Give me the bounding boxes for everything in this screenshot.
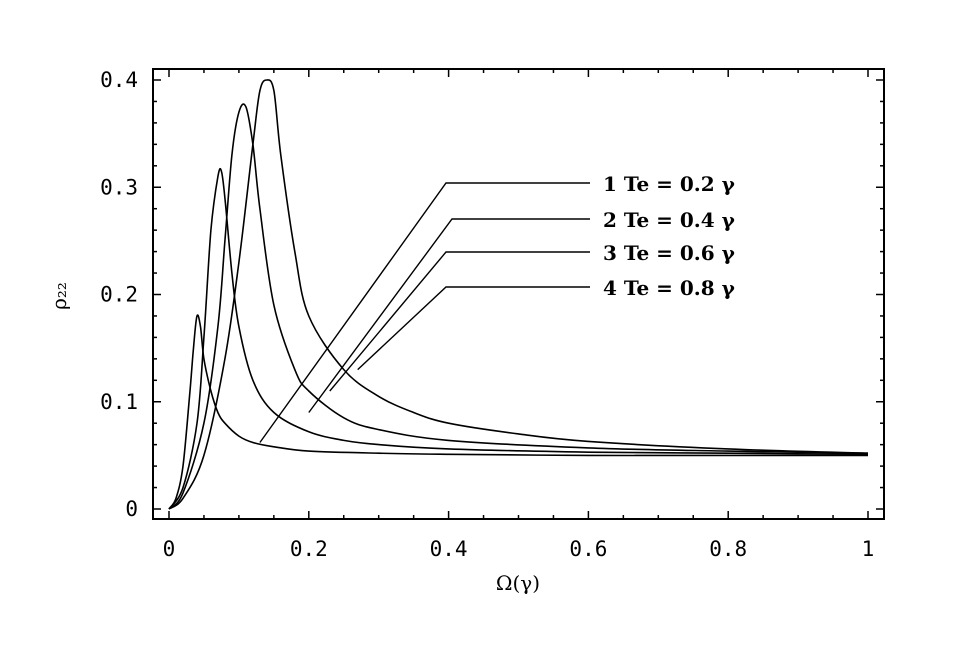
x-tick-label: 0.4 xyxy=(430,537,468,561)
x-tick-label: 0.2 xyxy=(290,537,328,561)
y-tick-label: 0.1 xyxy=(100,390,138,414)
series-line-3 xyxy=(168,103,869,510)
y-tick-label: 0.3 xyxy=(100,175,138,199)
legend-entry-2: 2 Te = 0.4 γ xyxy=(603,208,736,232)
legend-entry-1: 1 Te = 0.2 γ xyxy=(603,172,736,196)
y-axis-label: ρ₂₂ xyxy=(47,282,71,310)
series-line-4 xyxy=(168,79,869,510)
legend: 1 Te = 0.2 γ 2 Te = 0.4 γ 3 Te = 0.6 γ 4 Te… xyxy=(603,172,736,300)
legend-leader-1 xyxy=(259,182,590,443)
x-tick-label: 1 xyxy=(862,537,875,561)
y-tick-label: 0 xyxy=(125,497,138,521)
legend-leader-lines xyxy=(259,182,590,443)
x-axis-label: Ω(γ) xyxy=(496,571,540,595)
axis-ticks xyxy=(153,69,884,519)
legend-entry-3: 3 Te = 0.6 γ xyxy=(603,241,736,265)
x-tick-label: 0 xyxy=(163,537,176,561)
legend-leader-3 xyxy=(329,251,590,392)
x-tick-label: 0.6 xyxy=(569,537,607,561)
legend-leader-4 xyxy=(357,286,590,371)
legend-leader-2 xyxy=(308,218,590,413)
series-line-2 xyxy=(168,167,869,510)
legend-entry-4: 4 Te = 0.8 γ xyxy=(603,276,736,300)
axis-tick-labels: 0 0.2 0.4 0.6 0.8 1 0 0.1 0.2 0.3 0.4 xyxy=(100,68,874,561)
series-curves xyxy=(168,79,869,510)
x-tick-label: 0.8 xyxy=(709,537,747,561)
y-tick-label: 0.4 xyxy=(100,68,138,92)
series-line-1 xyxy=(168,314,868,510)
y-tick-label: 0.2 xyxy=(100,283,138,307)
